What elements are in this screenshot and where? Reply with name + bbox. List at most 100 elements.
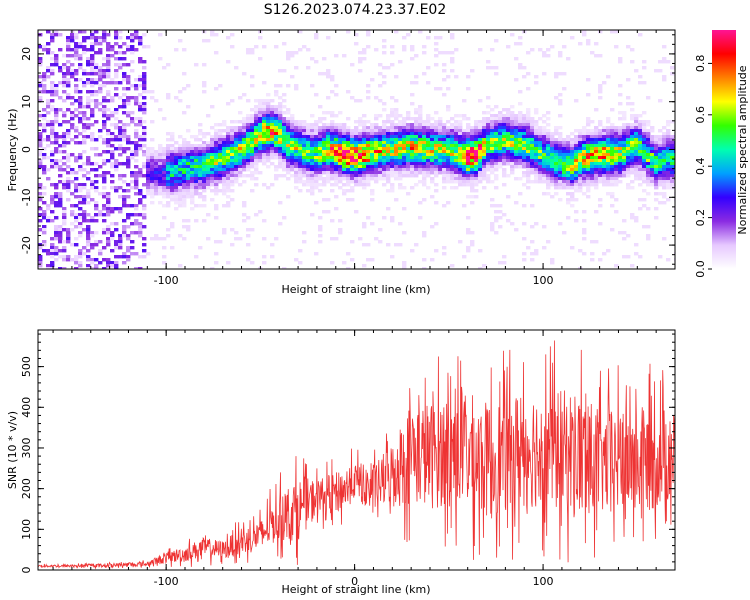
heatmap-cell	[130, 60, 135, 64]
heatmap-cell	[558, 171, 563, 175]
heatmap-cell	[186, 159, 191, 163]
heatmap-cell	[534, 171, 539, 175]
heatmap-cell	[430, 156, 435, 160]
heatmap-cell	[290, 168, 295, 172]
heatmap-cell	[194, 144, 199, 148]
heatmap-cell	[270, 105, 275, 109]
heatmap-cell	[86, 234, 91, 238]
heatmap-cell	[490, 48, 495, 52]
heatmap-cell	[438, 126, 443, 130]
heatmap-cell	[278, 153, 283, 157]
top-xtick-label: 100	[533, 274, 554, 287]
heatmap-cell	[538, 132, 543, 136]
heatmap-cell	[578, 153, 583, 157]
heatmap-cell	[602, 156, 607, 160]
heatmap-cell	[42, 126, 47, 130]
heatmap-cell	[298, 180, 303, 184]
heatmap-cell	[430, 123, 435, 127]
heatmap-cell	[86, 171, 91, 175]
heatmap-cell	[222, 123, 227, 127]
heatmap-cell	[570, 180, 575, 184]
heatmap-cell	[366, 90, 371, 94]
heatmap-cell	[230, 198, 235, 202]
heatmap-cell	[574, 198, 579, 202]
heatmap-cell	[174, 207, 179, 211]
heatmap-cell	[618, 57, 623, 61]
heatmap-cell	[582, 192, 587, 196]
heatmap-cell	[466, 171, 471, 175]
heatmap-cell	[370, 78, 375, 82]
heatmap-cell	[454, 147, 459, 151]
heatmap-cell	[282, 267, 287, 269]
heatmap-cell	[630, 108, 635, 112]
heatmap-cell	[194, 204, 199, 208]
heatmap-cell	[466, 150, 471, 154]
heatmap-cell	[330, 123, 335, 127]
heatmap-cell	[330, 171, 335, 175]
heatmap-cell	[114, 135, 119, 139]
heatmap-cell	[666, 159, 671, 163]
heatmap-cell	[210, 174, 215, 178]
heatmap-cell	[518, 117, 523, 121]
heatmap-cell	[246, 135, 251, 139]
heatmap-cell	[490, 204, 495, 208]
heatmap-cell	[178, 39, 183, 43]
heatmap-cell	[374, 150, 379, 154]
heatmap-cell	[466, 156, 471, 160]
heatmap-cell	[294, 138, 299, 142]
heatmap-cell	[250, 132, 255, 136]
heatmap-cell	[142, 72, 147, 76]
heatmap-cell	[574, 168, 579, 172]
heatmap-cell	[270, 135, 275, 139]
heatmap-cell	[474, 135, 479, 139]
heatmap-cell	[358, 174, 363, 178]
heatmap-cell	[270, 129, 275, 133]
heatmap-cell	[242, 123, 247, 127]
heatmap-cell	[150, 162, 155, 166]
heatmap-cell	[62, 186, 67, 190]
heatmap-cell	[86, 237, 91, 241]
heatmap-cell	[458, 126, 463, 130]
heatmap-cell	[162, 204, 167, 208]
heatmap-cell	[494, 126, 499, 130]
heatmap-cell	[446, 159, 451, 163]
heatmap-cell	[614, 177, 619, 181]
heatmap-cell	[578, 162, 583, 166]
heatmap-cell	[490, 129, 495, 133]
heatmap-cell	[118, 174, 123, 178]
heatmap-cell	[194, 162, 199, 166]
heatmap-cell	[558, 156, 563, 160]
heatmap-cell	[98, 84, 103, 88]
heatmap-cell	[574, 141, 579, 145]
heatmap-cell	[286, 138, 291, 142]
heatmap-cell	[646, 123, 651, 127]
heatmap-cell	[434, 159, 439, 163]
heatmap-cell	[386, 141, 391, 145]
heatmap-cell	[594, 177, 599, 181]
heatmap-cell	[78, 252, 83, 256]
heatmap-cell	[106, 60, 111, 64]
heatmap-cell	[146, 153, 151, 157]
heatmap-cell	[390, 45, 395, 49]
heatmap-cell	[618, 171, 623, 175]
heatmap-cell	[394, 111, 399, 115]
heatmap-cell	[102, 177, 107, 181]
heatmap-cell	[502, 159, 507, 163]
heatmap-cell	[246, 117, 251, 121]
heatmap-cell	[258, 126, 263, 130]
heatmap-cell	[374, 180, 379, 184]
heatmap-cell	[86, 264, 91, 268]
heatmap-cell	[238, 135, 243, 139]
heatmap-cell	[370, 258, 375, 262]
heatmap-cell	[118, 63, 123, 67]
heatmap-cell	[514, 177, 519, 181]
heatmap-cell	[170, 168, 175, 172]
heatmap-cell	[410, 138, 415, 142]
heatmap-cell	[334, 54, 339, 58]
heatmap-cell	[110, 45, 115, 49]
heatmap-cell	[246, 174, 251, 178]
heatmap-cell	[550, 177, 555, 181]
heatmap-cell	[486, 165, 491, 169]
heatmap-cell	[350, 156, 355, 160]
heatmap-cell	[302, 45, 307, 49]
